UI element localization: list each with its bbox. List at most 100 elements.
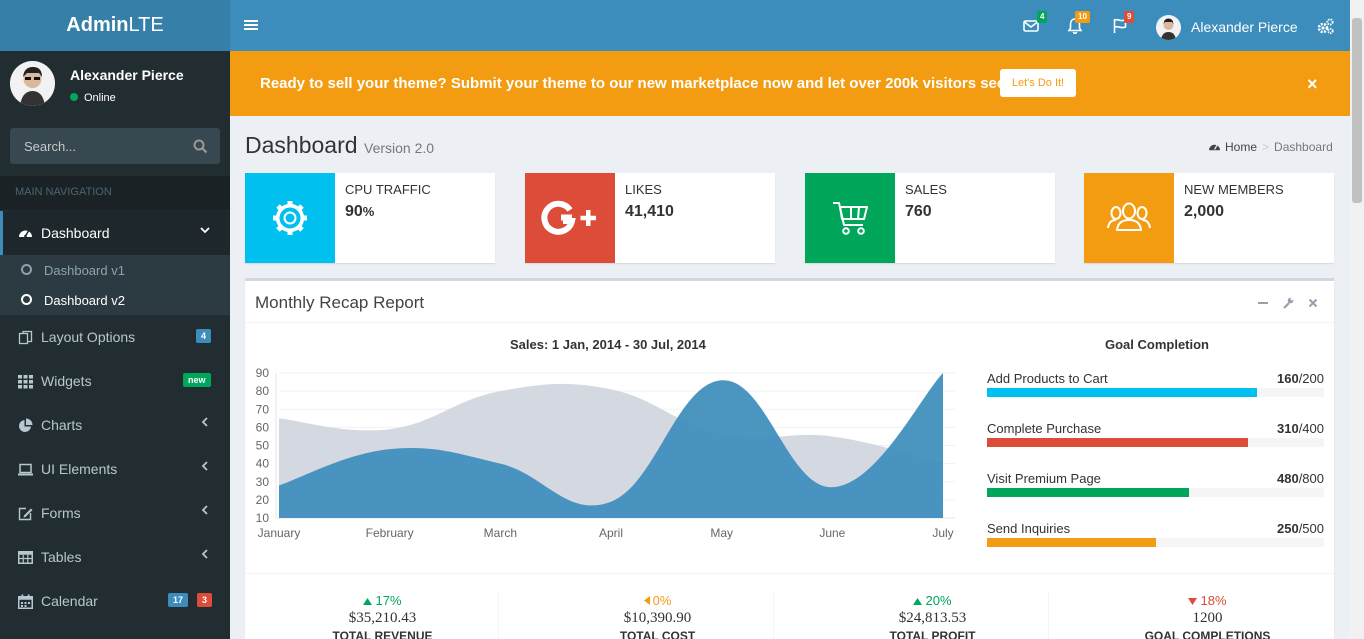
promo-banner: Ready to sell your theme? Submit your th… <box>230 51 1350 116</box>
wrench-icon[interactable] <box>1282 297 1294 309</box>
pie-chart-icon <box>18 418 33 433</box>
info-box-cpu-traffic: CPU TRAFFIC 90% <box>245 173 495 263</box>
progress-fill <box>987 388 1257 397</box>
x-tick-label: March <box>484 526 517 540</box>
description-block: 0% $10,390.90 TOTAL COST <box>520 593 795 639</box>
sidebar-item-dashboard[interactable]: Dashboard <box>0 211 230 255</box>
breadcrumb-separator: > <box>1262 140 1270 154</box>
goal-progress-item: Send Inquiries 250/500 <box>987 521 1324 549</box>
goal-value: 160/200 <box>1276 371 1324 386</box>
sidebar-search <box>10 128 220 164</box>
info-box-value: 41,410 <box>625 203 674 220</box>
goal-label: Complete Purchase <box>987 421 1102 436</box>
submenu-item-dashboard-v2[interactable]: Dashboard v2 <box>0 285 230 315</box>
sidebar-item-forms[interactable]: Forms <box>0 491 230 535</box>
count-badge: 4 <box>196 329 212 343</box>
google-plus-icon <box>525 173 615 263</box>
goal-progress-item: Visit Premium Page 480/800 <box>987 471 1324 499</box>
user-name: Alexander Pierce <box>70 67 184 83</box>
x-tick-label: May <box>710 526 733 540</box>
top-navbar: 4 10 9 Alexander Pierce <box>230 0 1364 51</box>
avatar[interactable] <box>1156 15 1181 40</box>
search-input[interactable] <box>10 128 185 164</box>
submenu-item-dashboard-v1[interactable]: Dashboard v1 <box>0 255 230 285</box>
sidebar-item-widgets[interactable]: Widgets new <box>0 359 230 403</box>
submenu-label: Dashboard v2 <box>44 293 125 308</box>
messages-icon[interactable] <box>1022 16 1042 36</box>
chevron-left-icon <box>200 549 210 559</box>
count-badge: 3 <box>197 593 213 607</box>
close-icon[interactable]: × <box>1307 74 1318 94</box>
stat-label: TOTAL COST <box>619 629 696 639</box>
description-block: 18% 1200 GOAL COMPLETIONS <box>1070 593 1345 639</box>
cart-icon <box>805 173 895 263</box>
x-tick-label: February <box>366 526 414 540</box>
sidebar-item-ui-elements[interactable]: UI Elements <box>0 447 230 491</box>
box-header-divider <box>245 322 1334 323</box>
goal-label: Visit Premium Page <box>987 471 1101 486</box>
sidebar-item-tables[interactable]: Tables <box>0 535 230 579</box>
percentage-change: 0% <box>520 593 795 608</box>
y-tick-label: 50 <box>256 439 270 453</box>
stat-divider <box>773 593 774 639</box>
scrollbar[interactable] <box>1350 0 1364 639</box>
y-tick-label: 10 <box>256 511 270 525</box>
gears-icon[interactable] <box>1317 18 1334 35</box>
stat-amount: 1200 <box>1192 610 1223 626</box>
caret-left-icon <box>643 596 650 605</box>
percentage-change: 20% <box>795 593 1070 608</box>
caret-up-icon <box>913 598 923 605</box>
sidebar-item-layout-options[interactable]: Layout Options 4 <box>0 315 230 359</box>
sidebar-item-charts[interactable]: Charts <box>0 403 230 447</box>
lets-do-it-button[interactable]: Let's Do It! <box>1000 69 1076 97</box>
sidebar-item-calendar[interactable]: Calendar 17 3 <box>0 579 230 623</box>
breadcrumb: Home > Dashboard <box>1208 140 1333 154</box>
info-box-label: LIKES <box>625 182 662 197</box>
progress-bar <box>987 488 1324 497</box>
sidebar-item-label: Tables <box>41 549 82 565</box>
navbar-user-name[interactable]: Alexander Pierce <box>1191 19 1298 35</box>
laptop-icon <box>18 462 33 477</box>
flag-icon[interactable] <box>1111 16 1131 36</box>
goal-progress-item: Complete Purchase 310/400 <box>987 421 1324 449</box>
sales-area-chart: 10 20 30 40 50 60 70 80 90 January February March Ap… <box>256 366 955 540</box>
dashboard-icon <box>1208 141 1221 152</box>
stat-amount: $10,390.90 <box>623 610 692 626</box>
scrollbar-thumb[interactable] <box>1352 18 1362 203</box>
info-box-likes: LIKES 41,410 <box>525 173 775 263</box>
chevron-down-icon <box>200 225 210 235</box>
info-box-label: SALES <box>905 182 947 197</box>
sidebar-item-label: Widgets <box>41 373 92 389</box>
logo[interactable]: AdminLTE <box>0 0 230 51</box>
minus-icon[interactable] <box>1257 297 1269 309</box>
close-icon[interactable] <box>1307 297 1319 309</box>
monthly-recap-box: Monthly Recap Report Sales: 1 Jan, 2014 … <box>245 278 1334 639</box>
chevron-left-icon <box>200 505 210 515</box>
sidebar-item-label: Layout Options <box>41 329 136 345</box>
x-tick-label: April <box>599 526 623 540</box>
chevron-left-icon <box>200 461 210 471</box>
page-subtitle: Version 2.0 <box>364 140 435 156</box>
count-badge: 17 <box>168 593 189 607</box>
goal-progress-item: Add Products to Cart 160/200 <box>987 371 1324 399</box>
chart-title: Sales: 1 Jan, 2014 - 30 Jul, 2014 <box>510 337 706 352</box>
gear-icon <box>245 173 335 263</box>
goal-value: 310/400 <box>1276 421 1324 436</box>
y-tick-label: 30 <box>256 475 270 489</box>
percentage-change: 17% <box>245 593 520 608</box>
x-tick-label: January <box>258 526 301 540</box>
breadcrumb-home-link[interactable]: Home <box>1225 140 1258 154</box>
info-box-sales: SALES 760 <box>805 173 1055 263</box>
box-title: Monthly Recap Report <box>255 293 425 312</box>
menu-toggle-icon[interactable] <box>244 18 258 32</box>
tasks-count-badge: 9 <box>1124 11 1135 23</box>
user-status: Online <box>70 92 116 104</box>
files-icon <box>18 330 33 345</box>
stat-label: GOAL COMPLETIONS <box>1144 629 1271 639</box>
search-icon[interactable] <box>193 139 208 154</box>
avatar <box>10 61 55 106</box>
progress-bar <box>987 388 1324 397</box>
progress-fill <box>987 538 1156 547</box>
y-tick-label: 90 <box>256 366 270 380</box>
calendar-icon <box>18 594 33 609</box>
